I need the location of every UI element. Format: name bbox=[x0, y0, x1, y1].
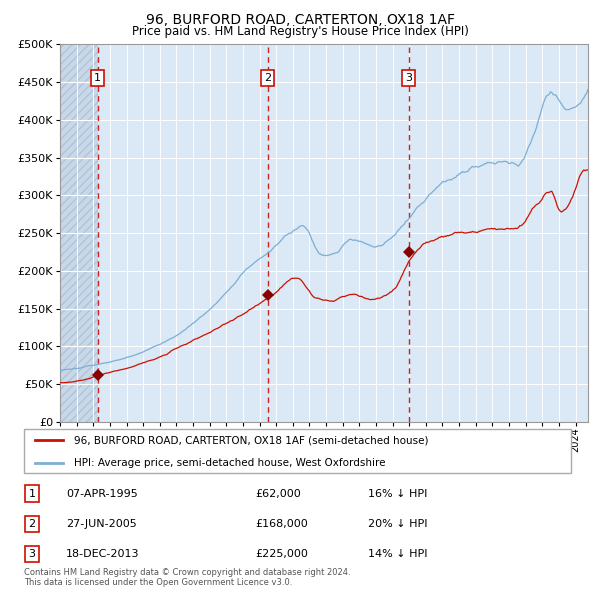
Text: 1: 1 bbox=[29, 489, 35, 499]
Text: 14% ↓ HPI: 14% ↓ HPI bbox=[368, 549, 427, 559]
Text: 96, BURFORD ROAD, CARTERTON, OX18 1AF: 96, BURFORD ROAD, CARTERTON, OX18 1AF bbox=[146, 13, 455, 27]
Text: 07-APR-1995: 07-APR-1995 bbox=[66, 489, 137, 499]
FancyBboxPatch shape bbox=[23, 428, 571, 473]
Text: 18-DEC-2013: 18-DEC-2013 bbox=[66, 549, 139, 559]
Text: Price paid vs. HM Land Registry's House Price Index (HPI): Price paid vs. HM Land Registry's House … bbox=[131, 25, 469, 38]
Text: £225,000: £225,000 bbox=[255, 549, 308, 559]
Text: £168,000: £168,000 bbox=[255, 519, 308, 529]
Text: 3: 3 bbox=[29, 549, 35, 559]
Bar bbox=[60, 44, 98, 422]
Text: Contains HM Land Registry data © Crown copyright and database right 2024.
This d: Contains HM Land Registry data © Crown c… bbox=[23, 568, 350, 587]
Text: 16% ↓ HPI: 16% ↓ HPI bbox=[368, 489, 427, 499]
Text: 2: 2 bbox=[264, 73, 271, 83]
Text: 1: 1 bbox=[94, 73, 101, 83]
Text: HPI: Average price, semi-detached house, West Oxfordshire: HPI: Average price, semi-detached house,… bbox=[74, 458, 386, 468]
Text: 96, BURFORD ROAD, CARTERTON, OX18 1AF (semi-detached house): 96, BURFORD ROAD, CARTERTON, OX18 1AF (s… bbox=[74, 435, 429, 445]
Text: 2: 2 bbox=[29, 519, 35, 529]
Text: £62,000: £62,000 bbox=[255, 489, 301, 499]
Text: 3: 3 bbox=[405, 73, 412, 83]
Text: 20% ↓ HPI: 20% ↓ HPI bbox=[368, 519, 427, 529]
Text: 27-JUN-2005: 27-JUN-2005 bbox=[66, 519, 137, 529]
